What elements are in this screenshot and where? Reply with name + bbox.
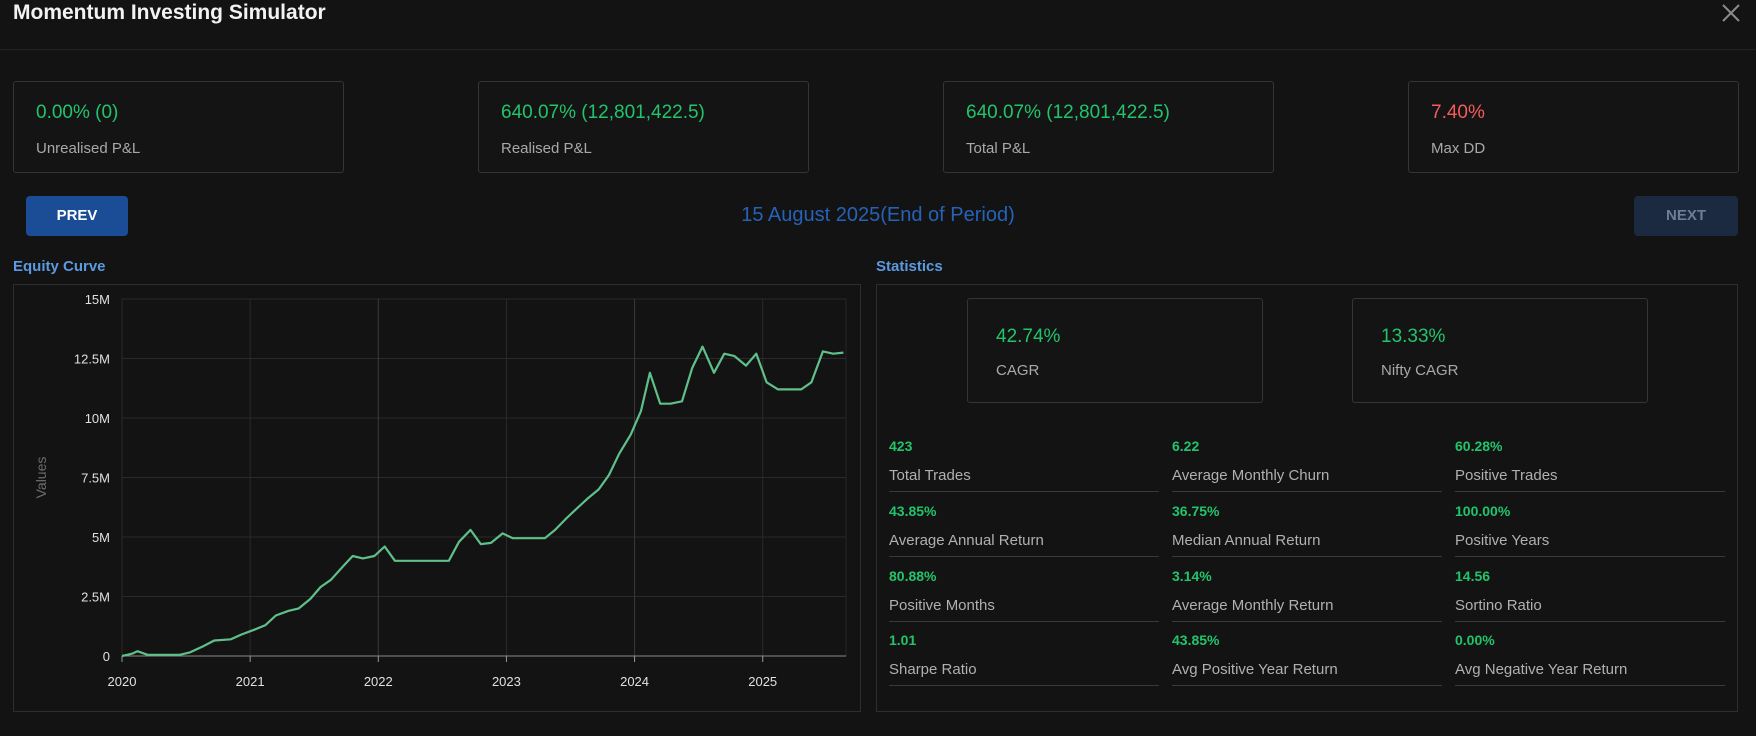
period-label: 15 August 2025(End of Period) xyxy=(741,204,1015,226)
stat-average-monthly-return: 3.14% Average Monthly Return xyxy=(1172,564,1442,622)
stat-label: Average Monthly Churn xyxy=(1172,467,1330,484)
cagr-card: 42.74% CAGR xyxy=(967,298,1263,403)
prev-button[interactable]: PREV xyxy=(26,196,128,236)
stat-value: 80.88% xyxy=(889,568,937,584)
close-icon[interactable] xyxy=(1716,0,1746,28)
unrealised-pnl-card: 0.00% (0) Unrealised P&L xyxy=(13,81,344,173)
stat-value: 0.00% xyxy=(1455,632,1495,648)
stat-value: 43.85% xyxy=(1172,632,1220,648)
stat-avg-negative-year-return: 0.00% Avg Negative Year Return xyxy=(1455,628,1725,686)
x-tick-label: 2023 xyxy=(492,674,521,689)
equity-curve-title: Equity Curve xyxy=(13,258,106,275)
stat-label: Avg Positive Year Return xyxy=(1172,661,1338,678)
stat-value: 3.14% xyxy=(1172,568,1212,584)
stat-label: Total Trades xyxy=(889,467,971,484)
x-tick-label: 2022 xyxy=(364,674,393,689)
x-tick-label: 2021 xyxy=(236,674,265,689)
stat-average-annual-return: 43.85% Average Annual Return xyxy=(889,499,1159,557)
stat-value: 100.00% xyxy=(1455,503,1511,519)
stat-label: Sharpe Ratio xyxy=(889,661,977,678)
stat-avg-positive-year-return: 43.85% Avg Positive Year Return xyxy=(1172,628,1442,686)
stat-median-annual-return: 36.75% Median Annual Return xyxy=(1172,499,1442,557)
card-label: Unrealised P&L xyxy=(36,140,141,157)
card-label: Total P&L xyxy=(966,140,1031,157)
stat-positive-years: 100.00% Positive Years xyxy=(1455,499,1725,557)
y-tick-label: 10M xyxy=(85,411,110,426)
stat-sharpe-ratio: 1.01 Sharpe Ratio xyxy=(889,628,1159,686)
total-pnl-card: 640.07% (12,801,422.5) Total P&L xyxy=(943,81,1274,173)
max-dd-card: 7.40% Max DD xyxy=(1408,81,1739,173)
nifty-cagr-card: 13.33% Nifty CAGR xyxy=(1352,298,1648,403)
stat-total-trades: 423 Total Trades xyxy=(889,434,1159,492)
stat-value: 14.56 xyxy=(1455,568,1491,584)
stat-label: Average Annual Return xyxy=(889,532,1044,549)
stat-value: 60.28% xyxy=(1455,438,1503,454)
stat-label: Positive Months xyxy=(889,597,995,614)
stat-label: Avg Negative Year Return xyxy=(1455,661,1628,678)
statistics-title: Statistics xyxy=(876,258,943,275)
stat-label: Average Monthly Return xyxy=(1172,597,1334,614)
card-value: 640.07% (12,801,422.5) xyxy=(966,102,1170,123)
stat-value: 36.75% xyxy=(1172,503,1220,519)
stat-value: 423 xyxy=(889,438,913,454)
modal-title: Momentum Investing Simulator xyxy=(13,1,326,24)
stat-value: 6.22 xyxy=(1172,438,1200,454)
stat-average-monthly-churn: 6.22 Average Monthly Churn xyxy=(1172,434,1442,492)
equity-line xyxy=(121,345,844,658)
stat-label: Median Annual Return xyxy=(1172,532,1321,549)
stat-positive-trades: 60.28% Positive Trades xyxy=(1455,434,1725,492)
y-tick-label: 12.5M xyxy=(74,352,110,367)
equity-curve-chart: 0 2.5M 5M 7.5M 10M 12.5M 15M 2020 2021 2022 2023 20… xyxy=(33,292,847,689)
x-tick-label: 2024 xyxy=(620,674,649,689)
stat-label: Sortino Ratio xyxy=(1455,597,1542,614)
y-tick-label: 15M xyxy=(85,292,110,307)
stat-value: 1.01 xyxy=(889,632,917,648)
x-tick-label: 2025 xyxy=(748,674,777,689)
title-bar: Momentum Investing Simulator xyxy=(0,0,1756,50)
nifty-cagr-label: Nifty CAGR xyxy=(1381,362,1459,379)
equity-curve-panel: 0 2.5M 5M 7.5M 10M 12.5M 15M 2020 2021 2022 2023 20… xyxy=(13,284,861,712)
cagr-value: 42.74% xyxy=(996,326,1061,347)
realised-pnl-card: 640.07% (12,801,422.5) Realised P&L xyxy=(478,81,809,173)
x-tick-label: 2020 xyxy=(108,674,137,689)
card-value: 7.40% xyxy=(1431,102,1485,123)
stat-label: Positive Trades xyxy=(1455,467,1558,484)
stat-label: Positive Years xyxy=(1455,532,1550,549)
stat-value: 43.85% xyxy=(889,503,937,519)
y-tick-label: 2.5M xyxy=(81,590,110,605)
stat-positive-months: 80.88% Positive Months xyxy=(889,564,1159,622)
next-button[interactable]: NEXT xyxy=(1634,196,1738,236)
card-value: 640.07% (12,801,422.5) xyxy=(501,102,705,123)
card-label: Realised P&L xyxy=(501,140,592,157)
nifty-cagr-value: 13.33% xyxy=(1381,326,1446,347)
y-tick-label: 7.5M xyxy=(81,471,110,486)
card-label: Max DD xyxy=(1431,140,1486,157)
stat-sortino-ratio: 14.56 Sortino Ratio xyxy=(1455,564,1725,622)
card-value: 0.00% (0) xyxy=(36,102,119,123)
y-tick-label: 5M xyxy=(92,530,110,545)
y-tick-label: 0 xyxy=(103,649,110,664)
cagr-label: CAGR xyxy=(996,362,1040,379)
y-axis-label: Values xyxy=(33,457,49,499)
